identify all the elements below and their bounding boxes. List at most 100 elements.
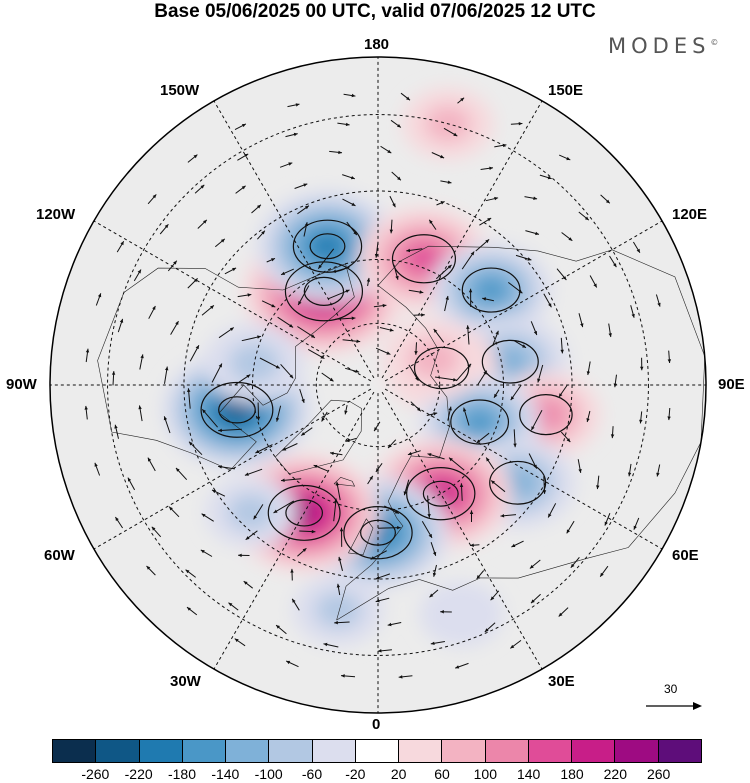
- wind-arrowhead: [275, 417, 280, 422]
- wind-arrow: [427, 495, 430, 518]
- colorbar-swatch: [484, 739, 528, 763]
- wind-arrowhead: [476, 575, 481, 579]
- wind-arrowhead: [289, 374, 294, 379]
- wind-arrowhead: [453, 132, 458, 137]
- wind-arrowhead: [253, 515, 257, 520]
- wind-arrowhead: [449, 457, 453, 462]
- wind-arrowhead: [275, 365, 280, 369]
- lon-label-0: 0: [372, 716, 381, 733]
- wind-arrowhead: [533, 464, 537, 469]
- wind-arrowhead: [533, 331, 537, 335]
- wind-arrowhead: [298, 301, 302, 305]
- wind-arrow: [273, 500, 295, 514]
- wind-arrowhead: [447, 264, 452, 269]
- wind-arrowhead: [490, 596, 495, 601]
- wind-arrowhead: [484, 628, 489, 632]
- wind-arrowhead: [202, 409, 206, 414]
- colorbar-tick-label: 260: [646, 766, 671, 782]
- wind-arrowhead: [548, 513, 552, 518]
- wind-arrowhead: [495, 330, 499, 335]
- wind-arrowhead: [387, 149, 392, 154]
- colorbar-tick-label: -20: [345, 766, 366, 782]
- colorbar-swatch: [527, 739, 572, 763]
- wind-arrowhead: [608, 333, 612, 337]
- wind-arrowhead: [344, 410, 348, 415]
- wind-arrow: [455, 363, 472, 382]
- colorbar-swatch: [225, 739, 269, 763]
- wind-arrowhead: [533, 196, 538, 200]
- lon-label-30e: 30E: [548, 673, 575, 690]
- latitude-circle: [107, 114, 649, 656]
- wind-arrowhead: [487, 218, 492, 222]
- anomaly-contour: [292, 219, 363, 273]
- wind-arrowhead: [164, 224, 169, 229]
- wind-arrowhead: [468, 288, 473, 293]
- wind-arrowhead: [548, 303, 552, 308]
- colorbar-ticks: -260 -220 -180 -140 -100 -60 -20 20 60 100 140 180 2…: [52, 766, 702, 783]
- wind-arrowhead: [247, 293, 252, 297]
- wind-arrowhead: [334, 620, 338, 625]
- wind-arrowhead: [169, 506, 173, 511]
- wind-arrowhead: [389, 328, 394, 332]
- lon-label-180: 180: [364, 36, 390, 53]
- anomaly-contour: [406, 467, 476, 521]
- wind-arrowhead: [330, 451, 334, 456]
- wind-arrowhead: [531, 599, 535, 604]
- wind-arrowhead: [301, 398, 305, 403]
- wind-arrowhead: [119, 318, 124, 323]
- colorbar-tick-label: -180: [167, 766, 197, 782]
- wind-arrowhead: [466, 325, 470, 329]
- wind-arrowhead: [351, 93, 356, 98]
- wind-arrowhead: [522, 344, 526, 348]
- wind-arrowhead: [304, 205, 309, 210]
- wind-arrowhead: [175, 321, 179, 325]
- wind-arrowhead: [111, 371, 116, 375]
- wind-arrowhead: [374, 253, 379, 258]
- wind-arrowhead: [568, 237, 573, 241]
- wind-arrowhead: [447, 180, 452, 184]
- wind-arrowhead: [467, 363, 472, 368]
- lon-label-30w: 30W: [170, 673, 201, 690]
- colorbar-swatch: [354, 739, 399, 763]
- wind-arrowhead: [115, 517, 119, 521]
- wind-arrowhead: [273, 509, 278, 513]
- wind-arrowhead: [417, 407, 421, 412]
- wind-arrowhead: [351, 316, 356, 320]
- wind-arrowhead: [165, 366, 169, 371]
- wind-arrowhead: [547, 176, 552, 180]
- wind-arrowhead: [218, 465, 222, 469]
- wind-arrowhead: [470, 543, 474, 547]
- wind-arrowhead: [246, 374, 251, 378]
- wind-arrowhead: [350, 176, 355, 180]
- wind-arrowhead: [185, 569, 190, 574]
- wind-arrowhead: [657, 302, 661, 307]
- anomaly-shade: [228, 494, 274, 530]
- lon-label-120e: 120E: [672, 206, 708, 223]
- wind-arrowhead: [228, 602, 233, 607]
- wind-arrowhead: [187, 388, 191, 392]
- wind-arrowhead: [566, 438, 571, 442]
- coastline: [348, 518, 374, 556]
- wind-arrowhead: [338, 556, 342, 561]
- lon-label-60e: 60E: [672, 547, 699, 564]
- wind-arrowhead: [570, 563, 575, 568]
- meridian-line: [384, 220, 663, 382]
- wind-arrowhead: [656, 472, 660, 477]
- wind-arrowhead: [241, 123, 246, 128]
- arrow-right-icon: [646, 702, 702, 710]
- wind-arrowhead: [387, 622, 392, 627]
- wind-arrowhead: [127, 477, 132, 482]
- wind-arrowhead: [271, 258, 275, 262]
- wind-arrowhead: [329, 377, 334, 382]
- anomaly-shade: [464, 410, 495, 434]
- colorbar-swatch: [441, 739, 485, 763]
- wind-arrowhead: [335, 481, 340, 486]
- wind-arrowhead: [667, 359, 672, 363]
- wind-arrow: [377, 527, 401, 529]
- wind-arrowhead: [293, 132, 298, 137]
- wind-arrowhead: [395, 275, 399, 280]
- anomaly-contour: [481, 339, 539, 384]
- wind-arrowhead: [415, 376, 419, 381]
- colorbar-tick-label: 220: [603, 766, 628, 782]
- wind-arrowhead: [440, 610, 444, 614]
